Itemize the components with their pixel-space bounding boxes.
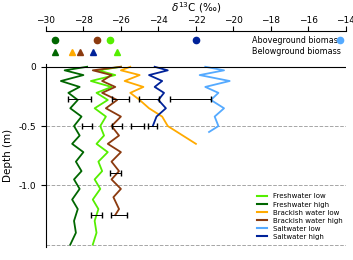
- Text: Belowground biomass: Belowground biomass: [252, 47, 341, 56]
- Y-axis label: Depth (m): Depth (m): [3, 129, 13, 182]
- Legend: Freshwater low, Freshwater high, Brackish water low, Brackish water high, Saltwa: Freshwater low, Freshwater high, Brackis…: [257, 193, 342, 240]
- X-axis label: $\delta^{13}$C (‰): $\delta^{13}$C (‰): [171, 1, 221, 15]
- Text: Aboveground biomass: Aboveground biomass: [252, 36, 342, 45]
